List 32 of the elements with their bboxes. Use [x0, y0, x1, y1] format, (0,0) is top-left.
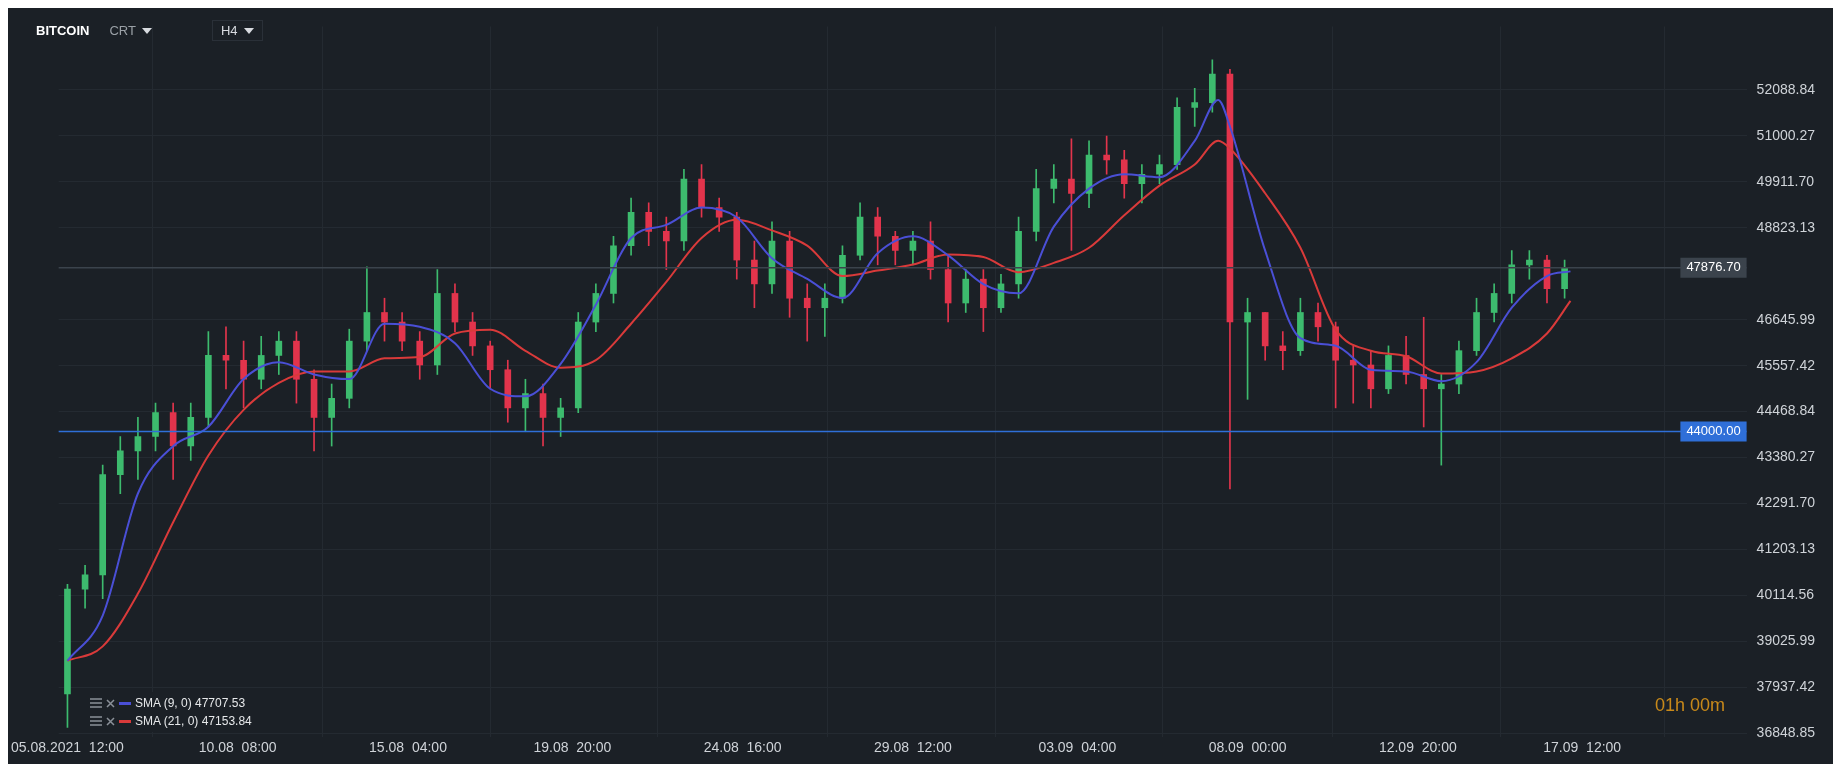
x-tick-label: 24.08 16:00 — [703, 739, 782, 756]
y-tick-label: 49911.70 — [1756, 172, 1815, 189]
x-tick-label: 05.08.2021 12:00 — [11, 739, 125, 756]
x-tick-label: 12.09 20:00 — [1378, 739, 1457, 756]
y-tick-label: 51000.27 — [1756, 126, 1816, 143]
y-tick-label: 41203.13 — [1756, 540, 1816, 557]
y-tick-label: 36848.85 — [1756, 724, 1816, 741]
annotation: H4 — [220, 23, 238, 38]
y-tick-label: 48823.13 — [1756, 218, 1816, 235]
y-tick-label: 37937.42 — [1756, 678, 1816, 695]
chart-title: BITCOIN — [36, 23, 90, 38]
x-tick-label: 03.09 04:00 — [1038, 739, 1117, 756]
x-tick-label: 15.08 04:00 — [369, 739, 448, 756]
y-tick-label: 42291.70 — [1756, 494, 1816, 511]
x-tick-label: 17.09 12:00 — [1543, 739, 1622, 756]
y-tick-label: 40114.56 — [1756, 586, 1815, 603]
y-tick-label: 44468.84 — [1756, 402, 1816, 419]
x-tick-label: 08.09 00:00 — [1208, 739, 1287, 756]
legend-label: SMA (9, 0) 47707.53 — [135, 696, 246, 710]
legend-label: SMA (21, 0) 47153.84 — [135, 714, 252, 728]
x-tick-label: 10.08 08:00 — [198, 739, 277, 756]
y-tick-label: 43380.27 — [1756, 448, 1816, 465]
x-tick-label: 29.08 12:00 — [873, 739, 953, 756]
y-tick-label: 46645.99 — [1756, 310, 1816, 327]
y-tick-label: 52088.84 — [1756, 80, 1816, 97]
annotation: 01h 00m — [1654, 695, 1725, 716]
x-tick-label: 19.08 20:00 — [533, 739, 612, 756]
ref-line-label: 44000.00 — [1686, 423, 1741, 438]
annotation: CRT — [109, 23, 136, 38]
y-tick-label: 45557.42 — [1756, 356, 1816, 373]
ref-line-label: 47876.70 — [1686, 259, 1741, 275]
y-tick-label: 39025.99 — [1756, 632, 1816, 649]
